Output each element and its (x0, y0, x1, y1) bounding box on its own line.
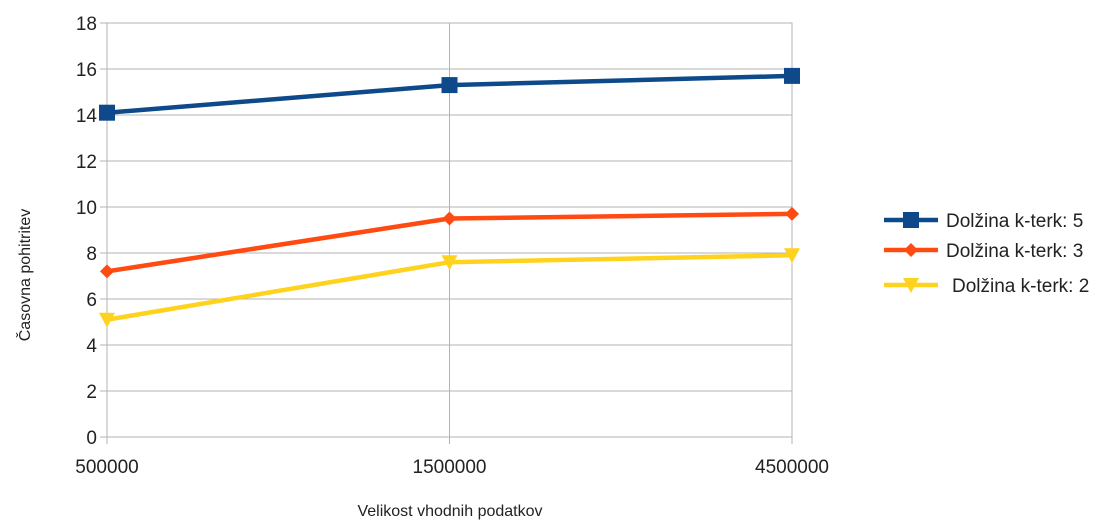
series-2 (100, 206, 799, 279)
y-tick-label: 16 (76, 60, 97, 81)
series-1 (99, 67, 800, 121)
data-point (99, 312, 115, 328)
y-tick-label: 2 (86, 382, 97, 403)
x-axis-tick-labels: 500000 1500000 4500000 (75, 457, 829, 478)
data-point (99, 104, 115, 121)
y-tick-label: 6 (86, 290, 97, 311)
legend-marker (903, 278, 919, 293)
y-tick-label: 4 (86, 336, 97, 357)
legend-item-3: Dolžina k-terk: 2 (884, 276, 1089, 297)
data-point (441, 255, 458, 271)
plot-area-border (106, 22, 793, 438)
data-point (785, 206, 799, 221)
y-axis-tick-labels: 0 2 4 6 8 10 12 14 16 18 (76, 14, 98, 449)
y-tick-label: 18 (76, 14, 97, 35)
x-axis-title: Velikost vhodnih podatkov (357, 503, 542, 520)
legend-item-1: Dolžina k-terk: 5 (884, 211, 1083, 232)
legend-marker (903, 212, 919, 228)
y-tick-label: 14 (76, 106, 98, 127)
legend-label: Dolžina k-terk: 5 (946, 211, 1083, 232)
x-tick-label: 4500000 (755, 457, 829, 478)
y-tick-label: 10 (76, 198, 97, 219)
legend-label: Dolžina k-terk: 2 (952, 276, 1089, 297)
data-point (441, 77, 458, 94)
data-point (100, 264, 114, 279)
series-3 (99, 248, 800, 328)
legend-label: Dolžina k-terk: 3 (946, 241, 1083, 262)
y-tick-label: 0 (86, 428, 97, 449)
y-tick-label: 8 (86, 244, 97, 265)
legend-item-2: Dolžina k-terk: 3 (884, 241, 1083, 262)
data-point (784, 67, 800, 84)
y-tick-label: 12 (76, 152, 97, 173)
x-tick-label: 1500000 (413, 457, 487, 478)
plot-frame (106, 22, 793, 438)
y-axis-title: Časovna pohitritev (15, 209, 34, 342)
data-point (784, 248, 800, 264)
x-tick-label: 500000 (75, 457, 138, 478)
series-group (99, 67, 800, 328)
legend: Dolžina k-terk: 5 Dolžina k-terk: 3 Dolžin… (884, 211, 1089, 297)
legend-marker (904, 243, 918, 257)
data-point (442, 211, 457, 226)
